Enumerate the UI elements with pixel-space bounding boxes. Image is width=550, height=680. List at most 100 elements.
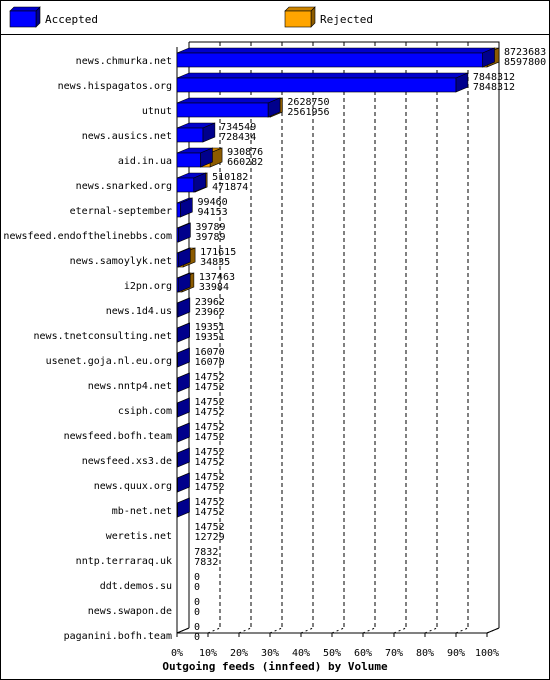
bar-accepted-1-front [176, 77, 457, 93]
category-label: nntp.terraraq.uk [76, 556, 172, 567]
bar-accepted-8-front [176, 252, 179, 268]
accepted-legend-swatch [9, 10, 37, 28]
x-tick-label-80: 80% [416, 648, 434, 659]
value-label-accepted: 14752 [195, 382, 225, 393]
bar-accepted-3-front [176, 127, 204, 143]
category-label: newsfeed.xs3.de [82, 456, 172, 467]
value-label-accepted: 14752 [195, 432, 225, 443]
value-label-accepted: 0 [194, 632, 200, 643]
value-label-offered: 7832 [194, 547, 218, 558]
x-tick-label-60: 60% [354, 648, 372, 659]
rejected-legend-swatch [284, 10, 312, 28]
value-label-offered: 14752 [195, 472, 225, 483]
value-label-offered: 0 [194, 597, 200, 608]
value-label-accepted: 8597800 [504, 57, 546, 68]
bar-accepted-16-front [176, 452, 178, 468]
value-label-accepted: 19351 [195, 332, 225, 343]
value-label-offered: 14752 [195, 422, 225, 433]
value-label-accepted: 660282 [227, 157, 263, 168]
bar-accepted-10-front [176, 302, 179, 318]
bar-accepted-1-top [176, 72, 469, 79]
value-label-offered: 39789 [195, 222, 225, 233]
floor-tick-50 [331, 627, 345, 634]
x-tick-label-40: 40% [292, 648, 310, 659]
bar-accepted-14-front [176, 402, 178, 418]
bar-accepted-13-front [176, 377, 178, 393]
value-label-offered: 23962 [195, 297, 225, 308]
bar-accepted-17 [176, 472, 190, 493]
x-tick-label-90: 90% [447, 648, 465, 659]
bar-accepted-17-front [176, 477, 178, 493]
bar-accepted-18 [176, 497, 190, 518]
bar-accepted-10 [176, 297, 191, 318]
bar-accepted-9 [176, 272, 191, 293]
value-label-offered: 510182 [212, 172, 248, 183]
category-label: news.chmurka.net [76, 56, 172, 67]
value-label-offered: 8723683 [504, 47, 546, 58]
rejected-legend-label: Rejected [320, 13, 373, 26]
category-label: news.1d4.us [106, 306, 172, 317]
legend: Accepted Rejected [9, 6, 373, 28]
category-label: ddt.demos.su [100, 581, 172, 592]
value-label-offered: 19351 [195, 322, 225, 333]
category-label: weretis.net [106, 531, 172, 542]
floor-tick-20 [238, 627, 252, 634]
floor-tick-0 [176, 627, 190, 634]
category-label: news.ausics.net [82, 131, 172, 142]
back-wall [189, 41, 500, 628]
category-label: utnut [142, 106, 172, 117]
category-label: news.samoylyk.net [70, 256, 172, 267]
bar-accepted-3 [176, 122, 216, 143]
bar-accepted-18-front [176, 502, 178, 518]
value-label-offered: 14752 [195, 497, 225, 508]
category-label: eternal-september [70, 206, 172, 217]
value-label-accepted: 7848312 [473, 82, 515, 93]
plot-area: 0% 10% 20% 30% 40% 50% 60% 70% 80% 90% 100% news.ch… [3, 41, 546, 659]
bar-accepted-7 [176, 222, 191, 243]
value-label-accepted: 0 [194, 607, 200, 618]
chart-title: Outgoing feeds (innfeed) by Volume [162, 660, 388, 673]
x-tick-label-100: 100% [475, 648, 499, 659]
bar-accepted-11 [176, 322, 190, 343]
value-label-offered: 2628750 [287, 97, 329, 108]
accepted-legend-swatch-top [9, 6, 41, 12]
value-label-offered: 99460 [198, 197, 228, 208]
bar-accepted-11-front [176, 327, 178, 343]
value-label-accepted: 2561956 [287, 107, 329, 118]
x-tick-label-30: 30% [261, 648, 279, 659]
value-label-offered: 14752 [195, 372, 225, 383]
x-tick-label-70: 70% [385, 648, 403, 659]
value-label-accepted: 14752 [195, 407, 225, 418]
floor-tick-90 [455, 627, 469, 634]
value-label-accepted: 471874 [212, 182, 248, 193]
floor-tick-80 [424, 627, 438, 634]
bar-accepted-6-front [176, 202, 181, 218]
bar-accepted-0 [176, 47, 495, 68]
value-label-accepted: 728434 [220, 132, 256, 143]
floor-tick-10 [207, 627, 221, 634]
category-label: i2pn.org [124, 281, 172, 292]
value-label-offered: 0 [194, 622, 200, 633]
bar-accepted-8 [176, 247, 191, 268]
floor-tick-100 [486, 627, 500, 634]
value-label-offered: 7848312 [473, 72, 515, 83]
category-label: usenet.goja.nl.eu.org [46, 356, 172, 367]
bar-accepted-9-front [176, 277, 179, 293]
category-label: news.hispagatos.org [58, 81, 172, 92]
bar-accepted-12-front [176, 352, 178, 368]
bar-accepted-6 [176, 197, 193, 218]
category-label: csiph.com [118, 406, 172, 417]
value-label-accepted: 14752 [195, 482, 225, 493]
x-tick-label-50: 50% [323, 648, 341, 659]
value-label-offered: 16070 [195, 347, 225, 358]
x-tick-label-0: 0% [171, 648, 183, 659]
value-label-accepted: 7832 [194, 557, 218, 568]
value-label-accepted: 14752 [195, 457, 225, 468]
category-label: aid.in.ua [118, 156, 172, 167]
category-label: news.swapon.de [88, 606, 172, 617]
category-label: newsfeed.bofh.team [64, 431, 172, 442]
category-label: news.tnetconsulting.net [34, 331, 172, 342]
value-label-accepted: 39789 [195, 232, 225, 243]
category-label: paganini.bofh.team [64, 631, 172, 642]
floor-tick-30 [269, 627, 283, 634]
